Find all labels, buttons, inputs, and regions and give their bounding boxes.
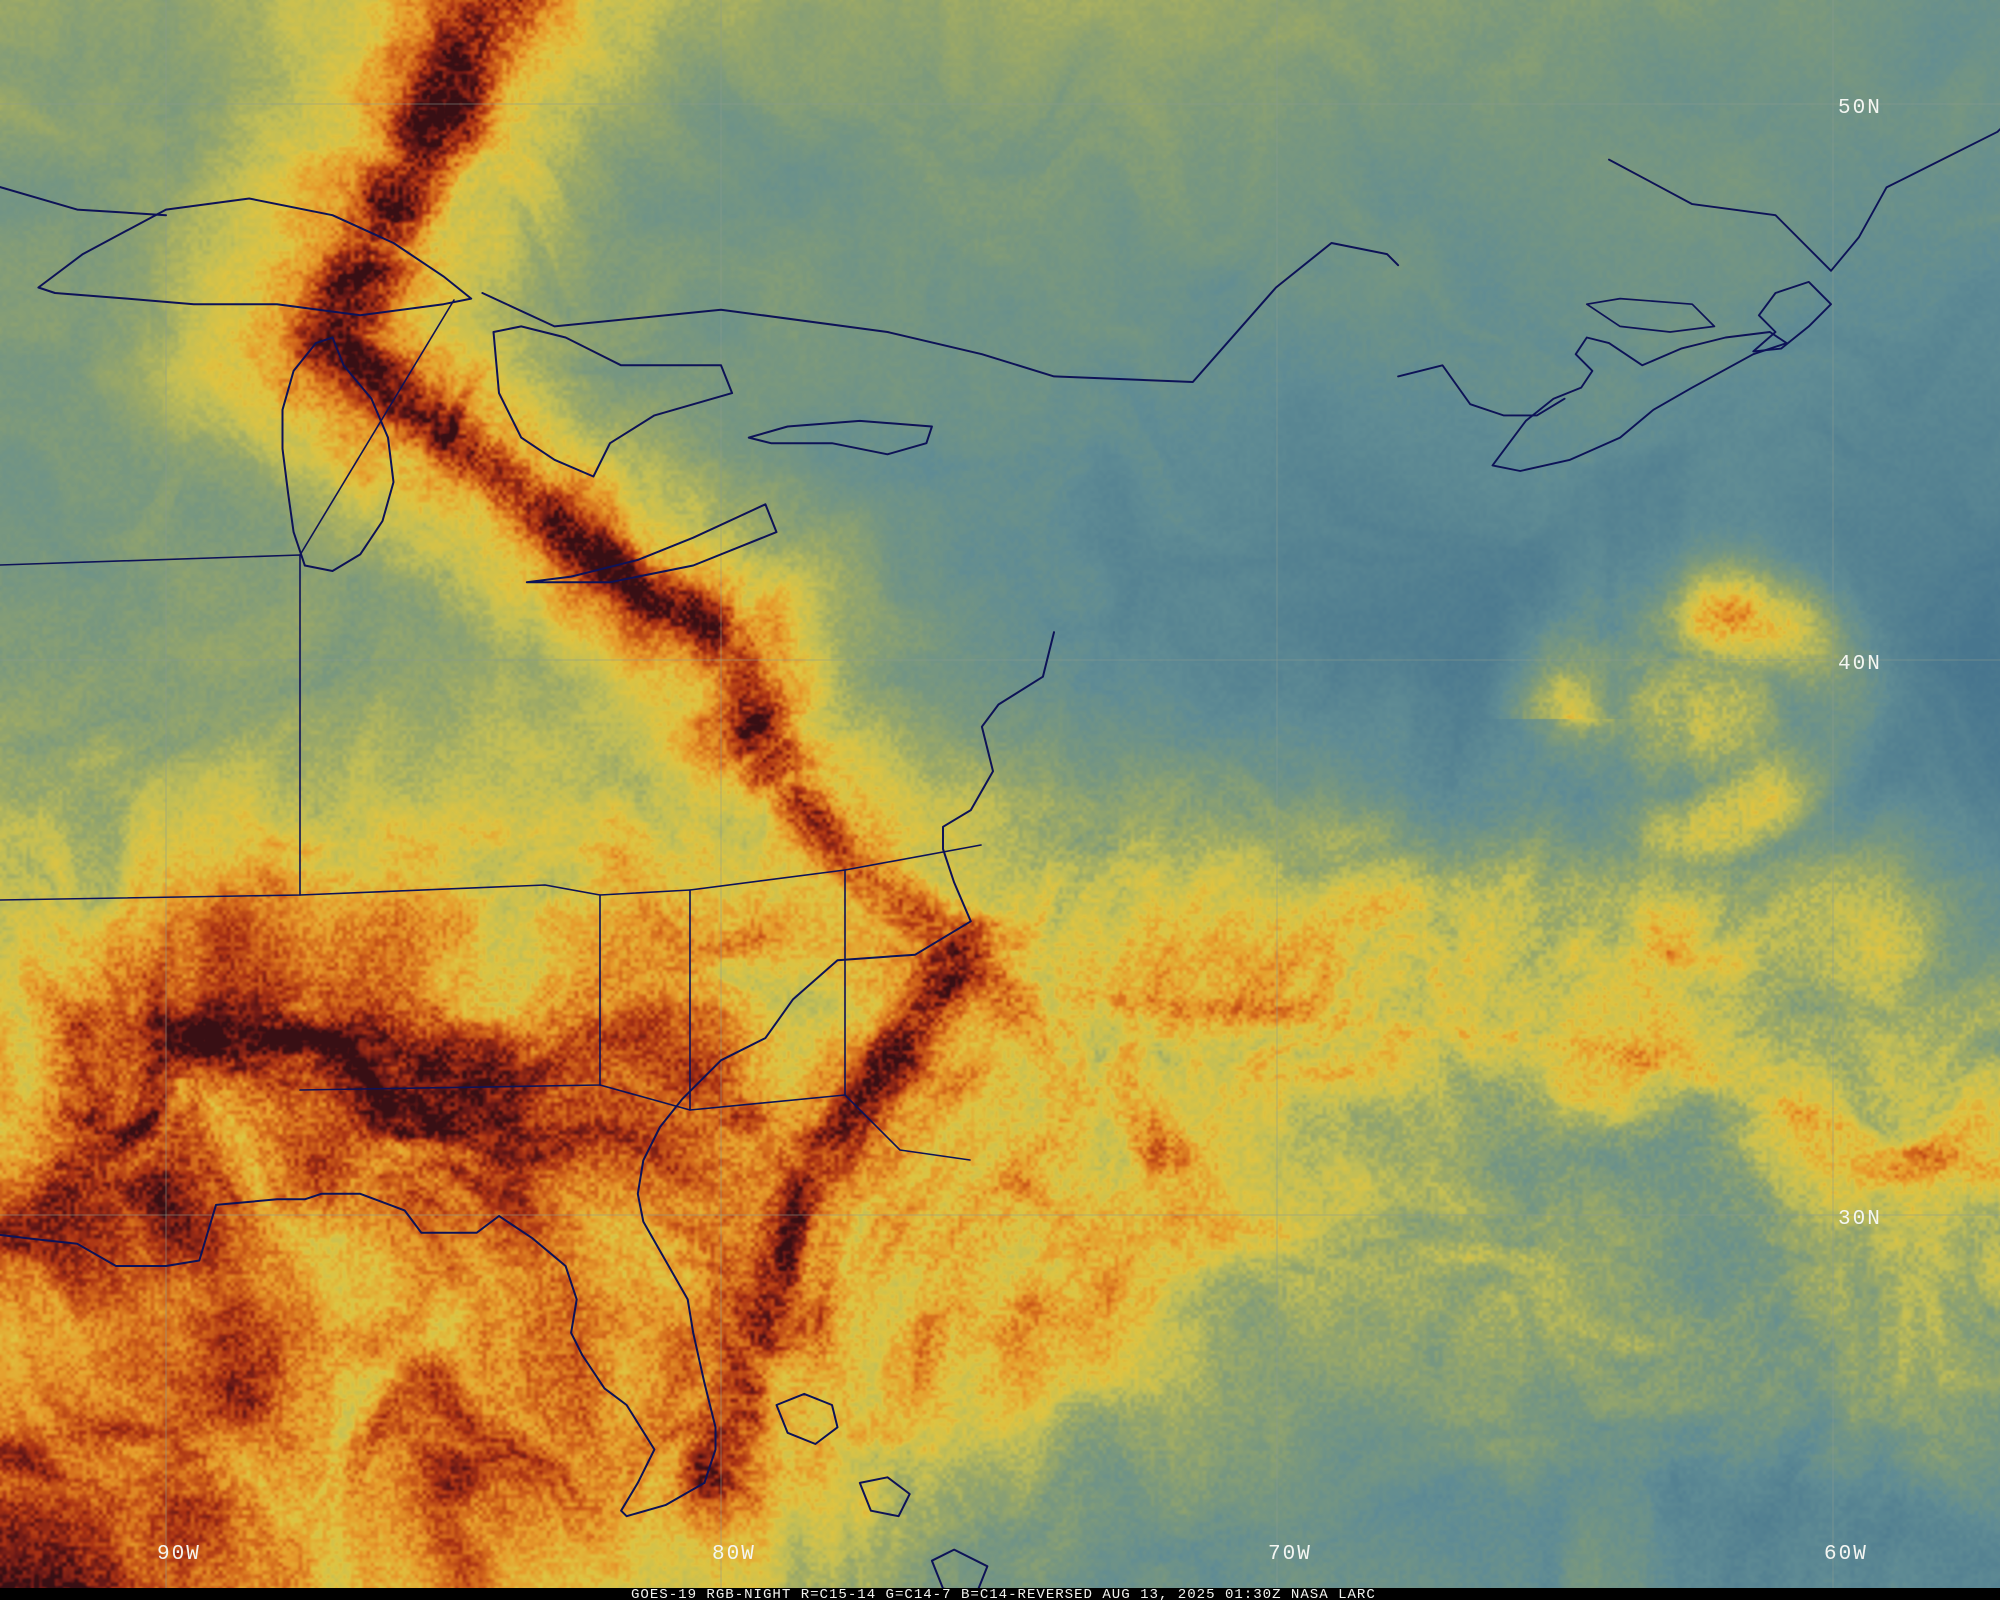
svg-text:70W: 70W: [1268, 1543, 1312, 1566]
svg-text:40N: 40N: [1838, 653, 1882, 676]
svg-text:60W: 60W: [1824, 1543, 1868, 1566]
svg-text:GOES-19 RGB-NIGHT R=C15-14 G: GOES-19 RGB-NIGHT R=C15-14 G=C14-7 B=C14…: [631, 1587, 1376, 1600]
svg-text:80W: 80W: [712, 1543, 756, 1566]
svg-text:90W: 90W: [157, 1543, 201, 1566]
svg-text:30N: 30N: [1838, 1208, 1882, 1231]
svg-text:50N: 50N: [1838, 97, 1882, 120]
